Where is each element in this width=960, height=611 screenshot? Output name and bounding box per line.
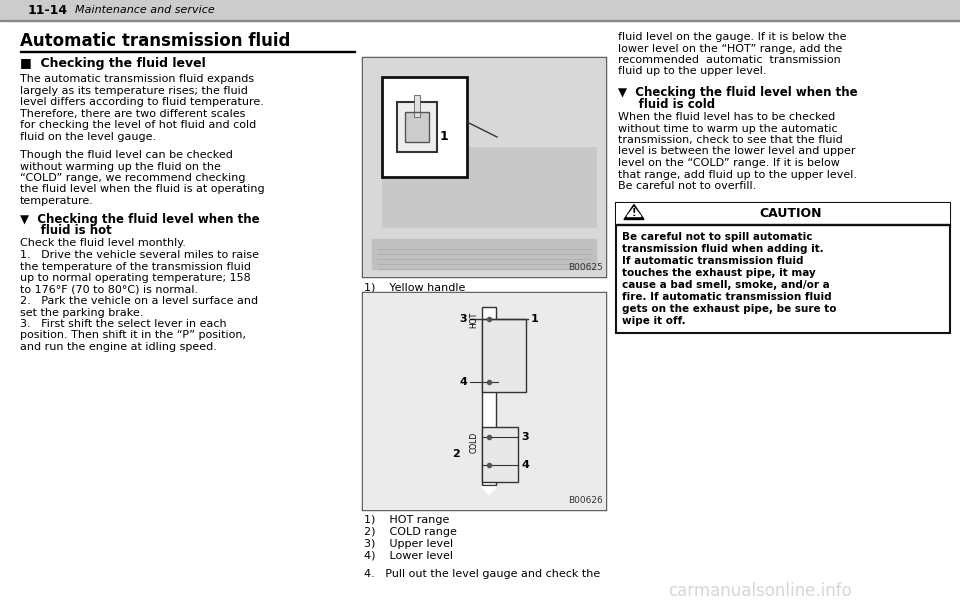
Text: without time to warm up the automatic: without time to warm up the automatic [618, 123, 838, 133]
Text: transmission, check to see that the fluid: transmission, check to see that the flui… [618, 135, 843, 145]
Text: up to normal operating temperature; 158: up to normal operating temperature; 158 [20, 273, 251, 283]
Text: wipe it off.: wipe it off. [622, 316, 685, 326]
Bar [0, 20, 960, 21]
Text: lower level on the “HOT” range, add the: lower level on the “HOT” range, add the [618, 43, 842, 54]
Text: without warming up the fluid on the: without warming up the fluid on the [20, 161, 221, 172]
Text: and run the engine at idling speed.: and run the engine at idling speed. [20, 342, 217, 352]
Bar [20, 51, 355, 52]
Text: 1.   Drive the vehicle several miles to raise: 1. Drive the vehicle several miles to ra… [20, 250, 259, 260]
Text: ■  Checking the fluid level: ■ Checking the fluid level [20, 57, 205, 70]
Text: B00626: B00626 [568, 496, 603, 505]
Text: temperature.: temperature. [20, 196, 94, 206]
Text: that range, add fluid up to the upper level.: that range, add fluid up to the upper le… [618, 169, 857, 180]
Bar [382, 147, 596, 227]
Text: “COLD” range, we recommend checking: “COLD” range, we recommend checking [20, 173, 246, 183]
Text: level differs according to fluid temperature.: level differs according to fluid tempera… [20, 97, 264, 107]
Bar [482, 427, 518, 482]
Text: fire. If automatic transmission fluid: fire. If automatic transmission fluid [622, 293, 831, 302]
Text: fluid is hot: fluid is hot [20, 224, 111, 238]
Text: 11-14: 11-14 [28, 4, 68, 16]
Bar [397, 102, 437, 152]
Text: When the fluid level has to be checked: When the fluid level has to be checked [618, 112, 835, 122]
Bar [372, 239, 596, 269]
Text: the temperature of the transmission fluid: the temperature of the transmission flui… [20, 262, 251, 271]
Bar [405, 112, 429, 142]
Text: carmanualsonline.info: carmanualsonline.info [668, 582, 852, 600]
Bar [0, 0, 960, 20]
Text: Automatic transmission fluid: Automatic transmission fluid [20, 32, 290, 50]
Text: Maintenance and service: Maintenance and service [75, 5, 215, 15]
Text: recommended  automatic  transmission: recommended automatic transmission [618, 55, 841, 65]
Text: Be careful not to spill automatic: Be careful not to spill automatic [622, 233, 812, 243]
Text: 2.   Park the vehicle on a level surface and: 2. Park the vehicle on a level surface a… [20, 296, 258, 306]
Text: 3: 3 [521, 432, 529, 442]
Text: set the parking brake.: set the parking brake. [20, 307, 143, 318]
Polygon shape [624, 205, 644, 219]
Text: 1)    Yellow handle: 1) Yellow handle [364, 282, 466, 292]
Text: fluid up to the upper level.: fluid up to the upper level. [618, 67, 766, 76]
Bar [382, 77, 467, 177]
Text: 1)    HOT range: 1) HOT range [364, 515, 449, 525]
Polygon shape [627, 208, 641, 216]
Text: touches the exhaust pipe, it may: touches the exhaust pipe, it may [622, 268, 816, 279]
Text: level on the “COLD” range. If it is below: level on the “COLD” range. If it is belo… [618, 158, 840, 168]
Text: Therefore, there are two different scales: Therefore, there are two different scale… [20, 109, 246, 119]
Text: for checking the level of hot fluid and cold: for checking the level of hot fluid and … [20, 120, 256, 130]
Text: level is between the lower level and upper: level is between the lower level and upp… [618, 147, 855, 156]
Text: fluid is cold: fluid is cold [618, 98, 715, 111]
Text: gets on the exhaust pipe, be sure to: gets on the exhaust pipe, be sure to [622, 304, 836, 315]
Text: to 176°F (70 to 80°C) is normal.: to 176°F (70 to 80°C) is normal. [20, 285, 198, 295]
Bar [363, 293, 605, 509]
Text: !: ! [632, 208, 636, 218]
Bar [616, 202, 950, 332]
Text: position. Then shift it in the “P” position,: position. Then shift it in the “P” posit… [20, 331, 246, 340]
Text: HOT: HOT [469, 312, 478, 328]
Bar [482, 307, 496, 485]
Text: transmission fluid when adding it.: transmission fluid when adding it. [622, 244, 824, 255]
Text: CAUTION: CAUTION [759, 207, 823, 220]
Text: fluid on the level gauge.: fluid on the level gauge. [20, 131, 156, 142]
Bar [362, 57, 606, 277]
Text: 1: 1 [531, 314, 539, 324]
Text: cause a bad smell, smoke, and/or a: cause a bad smell, smoke, and/or a [622, 280, 829, 290]
Text: the fluid level when the fluid is at operating: the fluid level when the fluid is at ope… [20, 185, 265, 194]
Text: 2: 2 [452, 449, 460, 459]
Text: 4)    Lower level: 4) Lower level [364, 551, 453, 561]
Text: ▼  Checking the fluid level when the: ▼ Checking the fluid level when the [20, 213, 259, 225]
Bar [482, 319, 526, 392]
Bar [616, 224, 950, 225]
Text: 4: 4 [459, 377, 467, 387]
Text: Check the fluid level monthly.: Check the fluid level monthly. [20, 238, 186, 249]
Text: COLD: COLD [469, 432, 478, 453]
Text: 4.   Pull out the level gauge and check the: 4. Pull out the level gauge and check th… [364, 569, 600, 579]
Text: largely as its temperature rises; the fluid: largely as its temperature rises; the fl… [20, 86, 248, 95]
Bar [363, 58, 605, 276]
Bar [616, 202, 950, 224]
Text: 4: 4 [521, 460, 529, 470]
Bar [414, 95, 420, 117]
Text: B00625: B00625 [568, 263, 603, 272]
Text: 2)    COLD range: 2) COLD range [364, 527, 457, 537]
Bar [362, 292, 606, 510]
Text: If automatic transmission fluid: If automatic transmission fluid [622, 257, 804, 266]
Bar [405, 112, 429, 142]
Text: fluid level on the gauge. If it is below the: fluid level on the gauge. If it is below… [618, 32, 847, 42]
Text: Though the fluid level can be checked: Though the fluid level can be checked [20, 150, 233, 160]
Text: 1: 1 [440, 131, 448, 144]
Text: The automatic transmission fluid expands: The automatic transmission fluid expands [20, 74, 254, 84]
Text: 3.   First shift the select lever in each: 3. First shift the select lever in each [20, 319, 227, 329]
Text: ▼  Checking the fluid level when the: ▼ Checking the fluid level when the [618, 86, 857, 99]
Text: Be careful not to overfill.: Be careful not to overfill. [618, 181, 756, 191]
Text: 3)    Upper level: 3) Upper level [364, 539, 453, 549]
Text: 3: 3 [460, 314, 467, 324]
Polygon shape [482, 487, 496, 495]
